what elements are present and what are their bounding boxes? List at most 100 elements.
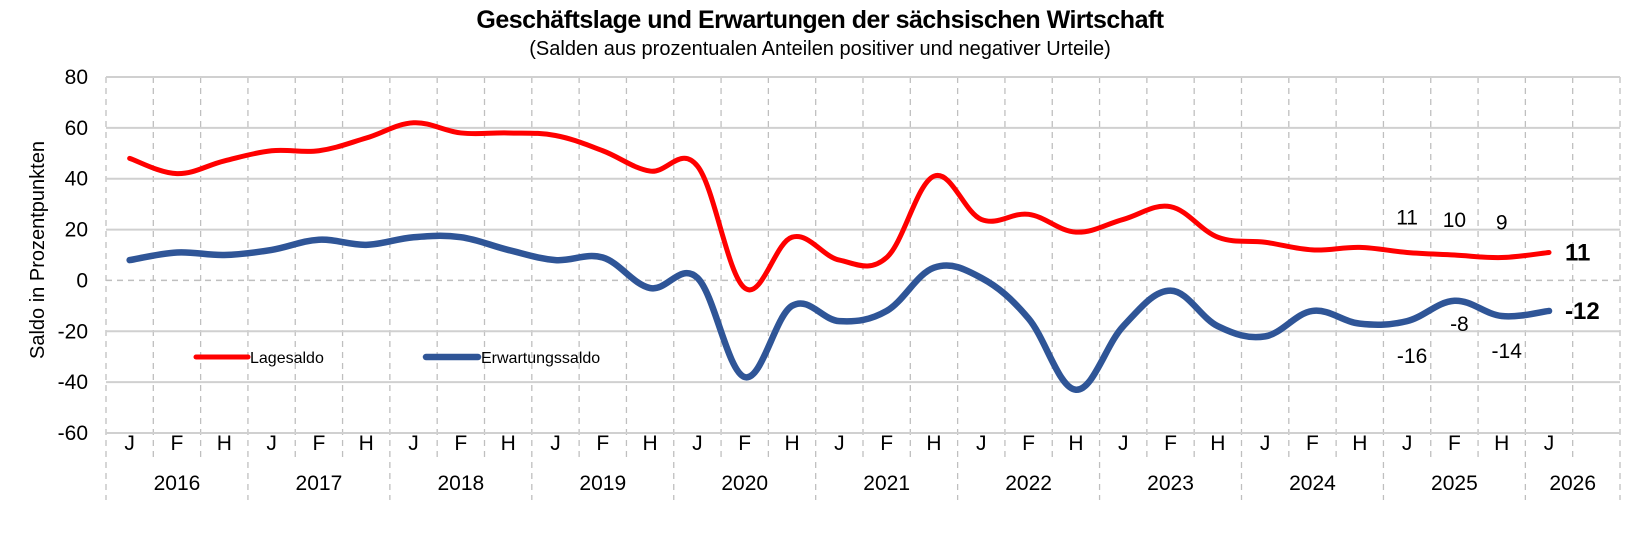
x-tick-label: F: [454, 432, 467, 455]
lagesaldo-point: [1027, 212, 1031, 216]
lagesaldo-point: [506, 131, 510, 135]
year-label: 2024: [1289, 472, 1336, 495]
erwartungssaldo-point: [1500, 314, 1504, 318]
x-tick-label: J: [834, 432, 845, 455]
x-tick-label: J: [692, 432, 703, 455]
erwartungssaldo-point: [601, 256, 605, 260]
x-tick-label: H: [217, 432, 232, 455]
year-label: 2022: [1005, 472, 1052, 495]
lagesaldo-point: [412, 121, 416, 125]
x-tick-label: F: [738, 432, 751, 455]
erwartungssaldo-point: [553, 258, 557, 262]
lagesaldo-point: [648, 169, 652, 173]
erwartungssaldo-point: [695, 276, 699, 280]
erwartungssaldo-point: [222, 253, 226, 257]
x-tick-label: H: [359, 432, 374, 455]
y-tick-label: -20: [58, 320, 88, 343]
erwartungssaldo-point: [1452, 299, 1456, 303]
erwartungssaldo-point: [1121, 324, 1125, 328]
x-tick-label: F: [312, 432, 325, 455]
year-label: 2019: [579, 472, 626, 495]
x-tick-label: J: [976, 432, 987, 455]
x-tick-label: F: [880, 432, 893, 455]
x-tick-label: H: [501, 432, 516, 455]
y-tick-label: 60: [65, 117, 88, 140]
y-tick-label: -40: [58, 371, 88, 394]
x-tick-label: J: [550, 432, 561, 455]
x-tick-label: J: [1402, 432, 1413, 455]
erwartungssaldo-point: [1310, 309, 1314, 313]
lagesaldo-line: [127, 120, 1552, 293]
x-tick-label: F: [171, 432, 184, 455]
lagesaldo-data-label: 9: [1496, 212, 1508, 235]
x-tick-label: H: [643, 432, 658, 455]
y-axis-ticks: 80 60 40 20 0 -20 -40 -60: [58, 66, 88, 445]
erwartungssaldo-point: [743, 375, 747, 379]
lagesaldo-point: [601, 149, 605, 153]
x-tick-label: F: [1022, 432, 1035, 455]
erwartungssaldo-point: [648, 286, 652, 290]
erwartungssaldo-point: [412, 235, 416, 239]
year-label: 2026: [1549, 472, 1596, 495]
x-tick-label: H: [1068, 432, 1083, 455]
grid: [105, 76, 1621, 500]
erwartungssaldo-point: [270, 248, 274, 252]
erwartungssaldo-point: [128, 258, 132, 262]
lagesaldo-point: [222, 159, 226, 163]
lagesaldo-point: [837, 258, 841, 262]
lagesaldo-point: [364, 136, 368, 140]
lagesaldo-point: [1405, 250, 1409, 254]
erwartungssaldo-point: [932, 266, 936, 270]
year-label: 2023: [1147, 472, 1194, 495]
erwartungssaldo-point: [837, 319, 841, 323]
x-tick-label: J: [1118, 432, 1129, 455]
erwartungssaldo-data-label: -8: [1450, 313, 1469, 336]
y-tick-label: -60: [58, 422, 88, 445]
erwartungssaldo-point: [459, 235, 463, 239]
erwartungssaldo-point: [885, 309, 889, 313]
x-tick-label: F: [1306, 432, 1319, 455]
series-lines: [126, 120, 1553, 394]
lagesaldo-data-label: 10: [1443, 209, 1466, 232]
lagesaldo-point: [1310, 248, 1314, 252]
erwartungssaldo-point: [317, 238, 321, 242]
legend: Lagesaldo Erwartungssaldo: [193, 350, 600, 367]
erwartungssaldo-data-label: -14: [1492, 340, 1523, 363]
year-label: 2017: [296, 472, 343, 495]
lagesaldo-point: [1263, 240, 1267, 244]
x-tick-label: F: [1448, 432, 1461, 455]
chart-title: Geschäftslage und Erwartungen der sächsi…: [476, 6, 1164, 34]
y-tick-label: 40: [65, 168, 88, 191]
x-tick-label: H: [1494, 432, 1509, 455]
lagesaldo-point: [270, 149, 274, 153]
lagesaldo-point: [1169, 205, 1173, 209]
erwartungssaldo-point: [1547, 309, 1551, 313]
lagesaldo-point: [1452, 253, 1456, 257]
erwartungssaldo-point: [364, 243, 368, 247]
x-tick-label: H: [1352, 432, 1367, 455]
erwartungssaldo-data-label: -16: [1397, 345, 1427, 368]
lagesaldo-point: [1074, 230, 1078, 234]
lagesaldo-point: [979, 217, 983, 221]
y-tick-label: 80: [65, 66, 88, 89]
year-label: 2018: [437, 472, 484, 495]
lagesaldo-point: [790, 235, 794, 239]
lagesaldo-data-label: 11: [1396, 206, 1418, 229]
erwartungssaldo-point: [1216, 324, 1220, 328]
lagesaldo-point: [459, 131, 463, 135]
x-tick-label: J: [1544, 432, 1555, 455]
erwartungssaldo-data-label: -12: [1565, 298, 1600, 325]
x-tick-label: H: [926, 432, 941, 455]
data-labels: 11 10 9 11 -16 -8 -14 -12: [1396, 206, 1600, 368]
lagesaldo-point: [1121, 217, 1125, 221]
y-tick-label: 20: [65, 219, 88, 242]
x-axis: J F H J F H J F H J F H J F H J F H J F H J F H J F H J F H J 2016 2017 2…: [124, 432, 1596, 495]
erwartungssaldo-point: [1169, 289, 1173, 293]
lagesaldo-point: [743, 286, 747, 290]
lagesaldo-point: [175, 172, 179, 176]
x-tick-label: J: [266, 432, 277, 455]
year-label: 2016: [154, 472, 201, 495]
lagesaldo-point: [1500, 256, 1504, 260]
lagesaldo-point: [317, 149, 321, 153]
